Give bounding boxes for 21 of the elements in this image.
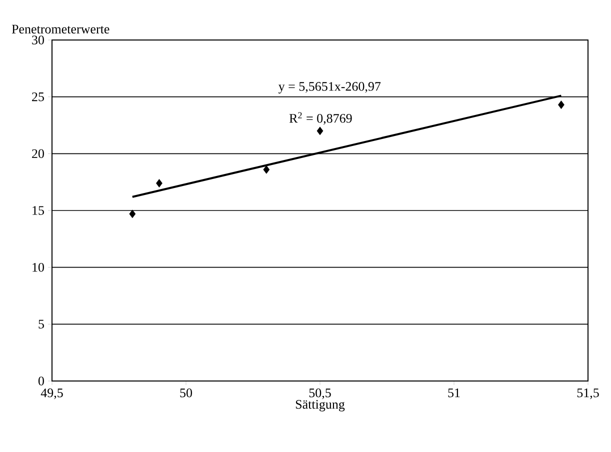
y-tick-label: 15 <box>32 206 44 215</box>
y-tick-label: 0 <box>38 376 44 386</box>
point <box>316 126 324 136</box>
x-tick-label: 51 <box>448 388 460 398</box>
y-tick-label: 10 <box>32 262 44 272</box>
x-axis-title: Sättigung <box>296 400 345 412</box>
y-axis-title: Penetrometerwerte <box>12 24 110 34</box>
point <box>156 179 162 188</box>
point <box>129 210 136 218</box>
y-tick-label: 30 <box>32 36 44 44</box>
y-tick-label: 5 <box>38 320 44 328</box>
x-tick-label: 50 <box>180 388 192 398</box>
annotation: R$^{2}$ = 0,8769 <box>289 112 352 125</box>
y-tick-label: 25 <box>32 92 44 102</box>
annotation: y = 5,5651x-260,97 <box>278 82 381 94</box>
x-tick-label: 51,5 <box>577 388 599 400</box>
y-tick-label: 20 <box>32 149 44 158</box>
x-tick-label: 49,5 <box>40 388 63 400</box>
point <box>263 165 270 174</box>
x-tick-label: 50,5 <box>309 388 331 400</box>
point <box>558 100 564 109</box>
